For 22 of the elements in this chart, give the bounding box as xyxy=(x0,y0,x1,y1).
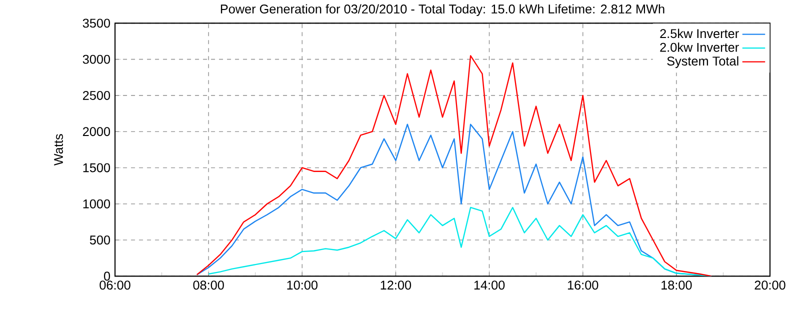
y-tick-label: 3500 xyxy=(82,18,110,28)
y-tick-label: 1500 xyxy=(83,163,110,172)
legend-label: 2.5kw Inverter xyxy=(660,28,739,38)
x-tick-label: 18:00 xyxy=(662,280,692,290)
y-tick-label: 2000 xyxy=(82,127,110,136)
y-tick-label: 2500 xyxy=(82,90,110,100)
x-tick-label: 14:00 xyxy=(474,280,505,290)
x-tick-label: 12:00 xyxy=(380,280,412,290)
x-tick-label: 16:00 xyxy=(568,280,598,290)
chart-title: Power Generation for 03/20/2010 - Total Today: 15.0 kWh Lifetime: 2.812 MWh xyxy=(220,4,664,16)
x-tick-label: 10:00 xyxy=(287,280,318,290)
x-tick-label: 20:00 xyxy=(754,280,786,290)
x-tick-label: 06:00 xyxy=(100,280,130,290)
y-tick-label: 500 xyxy=(90,235,110,244)
legend-label: 2.0kw Inverter xyxy=(660,42,739,52)
y-tick-label: 0 xyxy=(104,272,110,281)
y-axis-title: Watts xyxy=(54,134,63,166)
line-series xyxy=(196,55,712,276)
y-tick-label: 1000 xyxy=(83,199,110,208)
y-tick-label: 3000 xyxy=(82,54,110,64)
legend-label: System Total xyxy=(667,56,738,68)
x-tick-label: 08:00 xyxy=(193,280,224,290)
